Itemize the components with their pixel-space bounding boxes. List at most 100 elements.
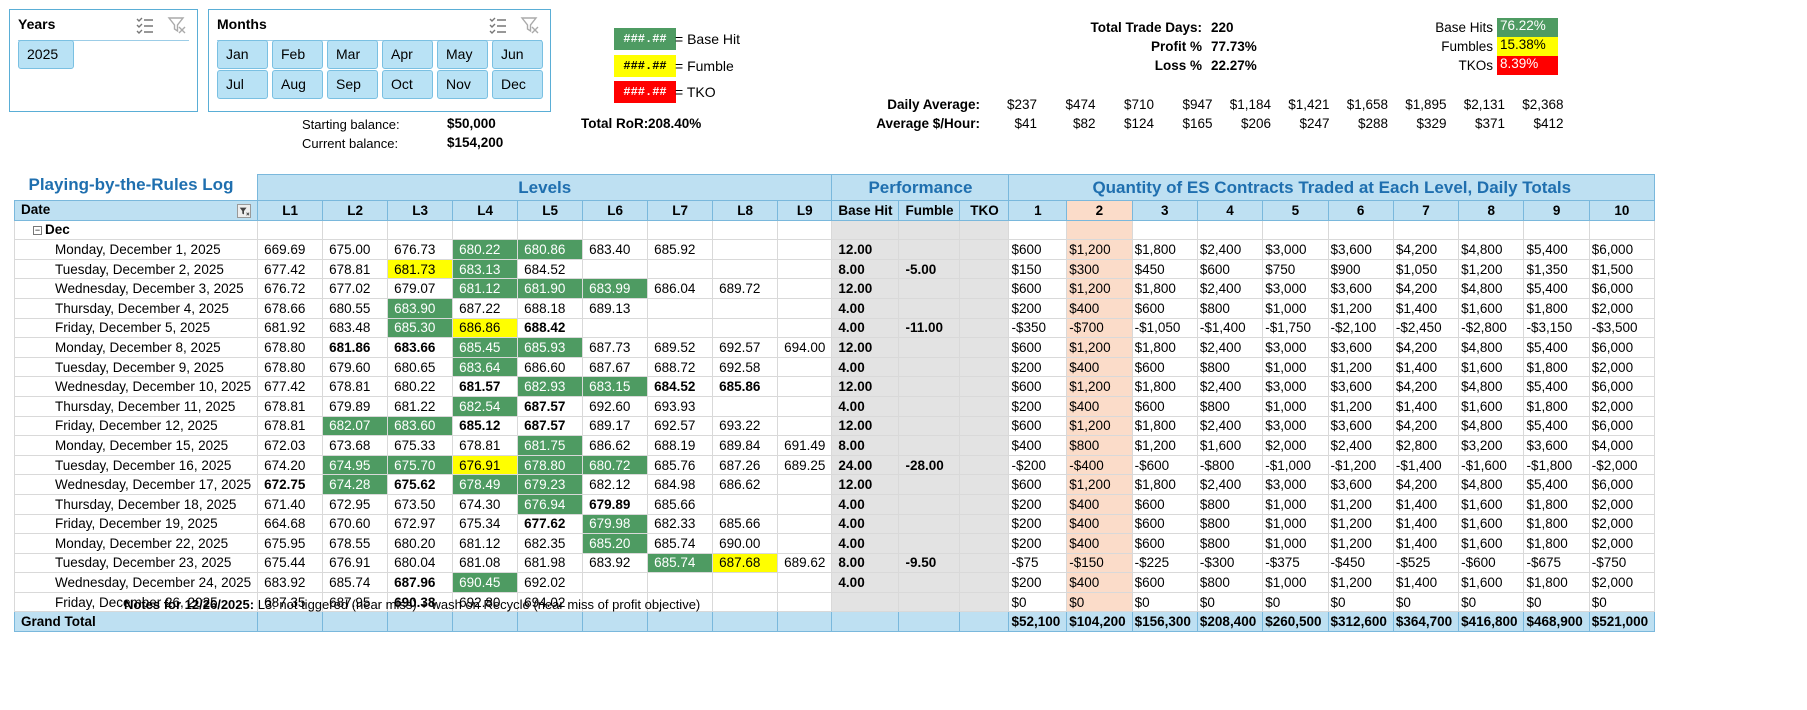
quantity-cell[interactable]: $1,200 [1327, 572, 1394, 593]
base-hit-cell[interactable]: 4.00 [831, 572, 900, 593]
level-cell[interactable] [712, 258, 779, 280]
tko-cell[interactable] [959, 454, 1010, 476]
quantity-cell[interactable]: $2,400 [1196, 376, 1264, 397]
quantity-cell[interactable]: $1,000 [1262, 513, 1329, 535]
tko-cell[interactable] [959, 356, 1010, 378]
level-cell[interactable]: 689.62 [777, 552, 833, 574]
quantity-cell[interactable]: $1,200 [1066, 337, 1133, 358]
quantity-cell[interactable]: $3,600 [1327, 474, 1394, 495]
quantity-cell[interactable]: $1,000 [1262, 493, 1329, 515]
quantity-cell[interactable]: $0 [1262, 591, 1329, 613]
quantity-cell[interactable]: $200 [1008, 513, 1068, 535]
table-row[interactable]: Thursday, December 11, 2025 678.81 679.89 6… [13, 395, 1656, 417]
date-cell[interactable]: Tuesday, December 23, 2025 [13, 552, 259, 574]
level-cell[interactable]: 690.00 [712, 533, 779, 554]
quantity-cell[interactable]: $2,400 [1196, 278, 1264, 299]
base-hit-cell[interactable]: 12.00 [831, 278, 900, 299]
level-cell[interactable]: 675.62 [387, 474, 454, 495]
level-cell[interactable]: 676.73 [387, 239, 454, 260]
quantity-cell[interactable]: $4,800 [1458, 239, 1525, 260]
level-cell[interactable]: 684.52 [517, 258, 584, 280]
quantity-cell[interactable]: $600 [1131, 395, 1198, 417]
quantity-cell[interactable]: $1,800 [1523, 297, 1590, 319]
quantity-cell[interactable]: $1,050 [1392, 258, 1460, 280]
date-cell[interactable]: Thursday, December 18, 2025 [13, 493, 259, 515]
date-cell[interactable]: Wednesday, December 24, 2025 [13, 572, 259, 593]
date-cell[interactable]: Thursday, December 4, 2025 [13, 297, 259, 319]
quantity-cell[interactable]: $200 [1008, 572, 1068, 593]
level-cell[interactable]: 683.40 [582, 239, 649, 260]
quantity-cell[interactable]: $2,000 [1588, 493, 1656, 515]
quantity-cell[interactable]: -$750 [1588, 552, 1656, 574]
slicer-month-nov[interactable]: Nov [437, 70, 488, 99]
level-cell[interactable]: 688.19 [647, 435, 714, 456]
level-cell[interactable]: 692.80 [452, 591, 519, 613]
quantity-cell[interactable]: $0 [1523, 591, 1590, 613]
quantity-cell[interactable]: $600 [1008, 239, 1068, 260]
quantity-cell[interactable]: -$150 [1066, 552, 1133, 574]
tko-cell[interactable] [959, 297, 1010, 319]
quantity-cell[interactable]: $4,200 [1392, 376, 1460, 397]
quantity-cell[interactable]: $3,000 [1262, 337, 1329, 358]
date-cell[interactable]: Friday, December 5, 2025 [13, 317, 259, 339]
quantity-cell[interactable]: $1,200 [1327, 356, 1394, 378]
level-cell[interactable]: 680.86 [517, 239, 584, 260]
base-hit-cell[interactable]: 12.00 [831, 337, 900, 358]
level-cell[interactable]: 687.96 [387, 572, 454, 593]
quantity-cell[interactable]: -$2,450 [1392, 317, 1460, 339]
quantity-cell[interactable]: $1,000 [1262, 356, 1329, 378]
quantity-cell[interactable]: $600 [1131, 533, 1198, 554]
quantity-cell[interactable]: $1,600 [1458, 533, 1525, 554]
quantity-cell[interactable]: $1,000 [1262, 572, 1329, 593]
date-cell[interactable]: Wednesday, December 17, 2025 [13, 474, 259, 495]
quantity-cell[interactable]: $5,400 [1523, 474, 1590, 495]
level-cell[interactable]: 681.57 [452, 376, 519, 397]
quantity-cell[interactable]: $450 [1131, 258, 1198, 280]
base-hit-cell[interactable]: 8.00 [831, 435, 900, 456]
level-cell[interactable]: 679.98 [582, 513, 649, 535]
level-cell[interactable]: 681.22 [387, 395, 454, 417]
quantity-cell[interactable]: $1,800 [1131, 474, 1198, 495]
base-hit-cell[interactable]: 4.00 [831, 533, 900, 554]
level-cell[interactable]: 677.42 [257, 376, 324, 397]
date-cell[interactable]: Tuesday, December 16, 2025 [13, 454, 259, 476]
fumble-cell[interactable] [898, 493, 961, 515]
fumble-cell[interactable] [898, 356, 961, 378]
slicer-month-sep[interactable]: Sep [327, 70, 378, 99]
level-cell[interactable]: 690.45 [452, 572, 519, 593]
quantity-cell[interactable]: $200 [1008, 533, 1068, 554]
quantity-cell[interactable]: $800 [1196, 356, 1264, 378]
level-cell[interactable]: 685.93 [517, 337, 584, 358]
quantity-cell[interactable]: $0 [1196, 591, 1264, 613]
quantity-cell[interactable]: $1,400 [1392, 572, 1460, 593]
level-cell[interactable] [777, 395, 833, 417]
level-cell[interactable]: 678.66 [257, 297, 324, 319]
table-row[interactable]: Wednesday, December 24, 2025 683.92 685.74… [13, 572, 1656, 593]
quantity-cell[interactable]: $3,000 [1262, 376, 1329, 397]
table-row[interactable]: Friday, December 19, 2025 664.68 670.60 672… [13, 513, 1656, 535]
level-cell[interactable]: 694.00 [777, 337, 833, 358]
quantity-cell[interactable]: $3,200 [1458, 435, 1525, 456]
level-cell[interactable]: 682.07 [322, 415, 389, 437]
quantity-cell[interactable]: $600 [1008, 474, 1068, 495]
quantity-cell[interactable]: -$1,050 [1131, 317, 1198, 339]
level-cell[interactable] [777, 356, 833, 378]
quantity-cell[interactable]: $1,200 [1066, 278, 1133, 299]
level-cell[interactable]: 692.58 [712, 356, 779, 378]
quantity-cell[interactable]: $1,800 [1523, 572, 1590, 593]
slicer-year-2025[interactable]: 2025 [18, 40, 74, 69]
quantity-cell[interactable]: -$400 [1066, 454, 1133, 476]
tko-cell[interactable] [959, 395, 1010, 417]
quantity-cell[interactable]: $3,600 [1327, 337, 1394, 358]
level-cell[interactable]: 676.91 [452, 454, 519, 476]
level-cell[interactable]: 681.86 [322, 337, 389, 358]
quantity-cell[interactable]: $800 [1066, 435, 1133, 456]
quantity-cell[interactable]: $1,200 [1066, 415, 1133, 437]
level-cell[interactable]: 676.91 [322, 552, 389, 574]
quantity-cell[interactable]: $600 [1131, 513, 1198, 535]
level-cell[interactable]: 678.81 [257, 395, 324, 417]
level-cell[interactable] [777, 513, 833, 535]
tko-cell[interactable] [959, 474, 1010, 495]
quantity-cell[interactable]: $2,800 [1392, 435, 1460, 456]
level-cell[interactable]: 685.20 [582, 533, 649, 554]
